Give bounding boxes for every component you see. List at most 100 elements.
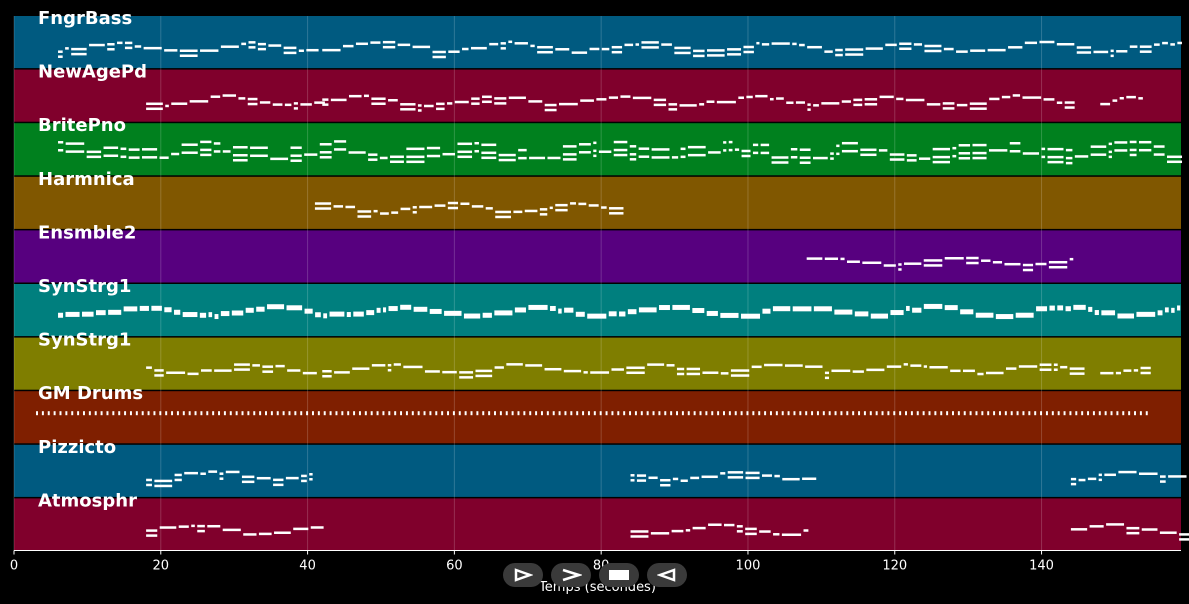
note (942, 107, 955, 110)
note (787, 411, 790, 416)
note (898, 268, 902, 271)
note (1015, 312, 1034, 318)
note (629, 153, 637, 156)
note (424, 370, 440, 373)
note (958, 152, 971, 155)
note (241, 480, 255, 484)
note (660, 483, 671, 487)
note (952, 154, 957, 158)
note (932, 155, 950, 159)
note (558, 411, 561, 416)
note (1009, 142, 1021, 145)
note (1110, 49, 1114, 53)
note (1110, 411, 1113, 416)
note (1045, 411, 1048, 416)
note (174, 473, 182, 477)
note (537, 45, 553, 49)
note (243, 533, 257, 536)
note (270, 157, 289, 161)
track-lane (14, 391, 1181, 444)
note (525, 364, 543, 367)
note (323, 313, 328, 319)
note (1114, 149, 1128, 152)
back-button[interactable] (647, 563, 687, 587)
note (388, 306, 398, 312)
note (1041, 155, 1046, 159)
note (518, 148, 527, 152)
note (442, 370, 457, 374)
note (661, 43, 672, 46)
note (225, 470, 240, 474)
track-label: BritePno (38, 115, 126, 136)
note (652, 411, 655, 416)
note (495, 210, 511, 214)
track-label: SynStrg1 (38, 330, 131, 351)
note (611, 411, 614, 416)
note (593, 154, 597, 158)
note (922, 411, 925, 416)
note (629, 145, 637, 148)
note (103, 154, 119, 157)
note (357, 210, 372, 213)
note (154, 484, 173, 488)
note (146, 366, 152, 369)
note (432, 50, 446, 54)
note (1129, 140, 1137, 144)
note (481, 143, 497, 147)
note (627, 309, 637, 315)
note (824, 371, 830, 375)
note (1140, 366, 1151, 370)
play-button[interactable] (503, 563, 543, 587)
note (771, 161, 789, 164)
note (562, 153, 577, 156)
note (86, 150, 102, 154)
note (904, 262, 922, 265)
note (981, 259, 991, 262)
note (1133, 369, 1139, 372)
note (1074, 155, 1089, 158)
note (1053, 368, 1058, 371)
note (128, 156, 140, 159)
note (1069, 257, 1074, 261)
note (736, 525, 743, 528)
note (950, 369, 961, 373)
note (836, 144, 840, 148)
note (352, 367, 370, 370)
x-tick-label: 120 (882, 559, 907, 574)
note (940, 411, 943, 416)
note (671, 529, 684, 533)
note (1108, 155, 1112, 159)
note (212, 411, 215, 416)
play-icon (514, 568, 533, 582)
note (310, 526, 324, 529)
note (771, 42, 790, 45)
track-lane (14, 176, 1181, 229)
note (273, 483, 284, 487)
note (139, 305, 149, 311)
forward-button[interactable] (551, 563, 591, 587)
note (570, 202, 576, 205)
note (436, 107, 445, 111)
note (623, 411, 626, 416)
note (969, 102, 987, 105)
note (601, 47, 610, 51)
note (476, 411, 479, 416)
note (252, 364, 260, 367)
note (1117, 313, 1135, 319)
note (511, 411, 514, 416)
note (764, 363, 783, 367)
note (916, 411, 919, 416)
stop-button[interactable] (599, 563, 639, 587)
note (311, 411, 314, 416)
note (322, 375, 332, 378)
note (232, 159, 248, 162)
note (489, 42, 499, 46)
note (474, 141, 479, 145)
note (153, 411, 156, 416)
note (1022, 263, 1034, 267)
note (588, 204, 599, 207)
note (482, 312, 492, 318)
note (845, 48, 864, 51)
note (141, 411, 144, 416)
note (154, 369, 164, 372)
